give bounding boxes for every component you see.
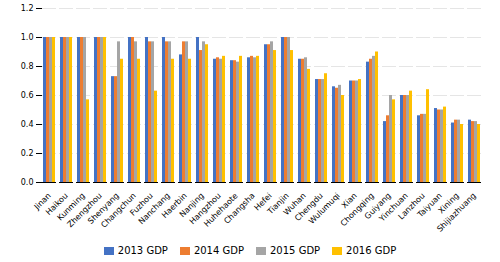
svg-text:Changsha: Changsha <box>222 191 257 226</box>
svg-text:Shenyang: Shenyang <box>86 191 121 226</box>
svg-text:Taiyuan: Taiyuan <box>415 191 444 220</box>
svg-text:Chengdu: Chengdu <box>293 191 325 223</box>
html-text:2016 GDP: 2016 GDP <box>346 244 397 256</box>
svg-text:Hefei: Hefei <box>252 191 274 213</box>
svg-text:Nanjing: Nanjing <box>177 191 206 220</box>
svg-text:Haikou: Haikou <box>43 191 70 217</box>
svg-text:Jinan: Jinan <box>32 191 53 212</box>
svg-text:1.2: 1.2 <box>21 4 34 13</box>
svg-text:Nanchang: Nanchang <box>136 191 172 227</box>
svg-text:Kunming: Kunming <box>55 191 87 223</box>
svg-text:0.4: 0.4 <box>21 120 34 129</box>
svg-text:Wuhan: Wuhan <box>281 191 308 218</box>
svg-text:Guiyang: Guiyang <box>362 191 393 222</box>
svg-text:Shijiazhuang: Shijiazhuang <box>435 191 478 234</box>
svg-text:Changchun: Changchun <box>99 191 138 230</box>
svg-text:Tianjin: Tianjin <box>265 191 291 217</box>
svg-text:Hangzhou: Hangzhou <box>187 191 223 227</box>
svg-text:Xining: Xining <box>436 191 461 216</box>
svg-text:0.0: 0.0 <box>21 178 34 187</box>
svg-text:Xian: Xian <box>339 191 359 211</box>
svg-text:Lanzhou: Lanzhou <box>396 191 427 222</box>
svg-text:Yinchuan: Yinchuan <box>377 191 410 224</box>
svg-text:Haerbin: Haerbin <box>160 191 189 220</box>
svg-text:Zhengzhou: Zhengzhou <box>65 191 104 230</box>
html-text:2014 GDP: 2014 GDP <box>193 244 244 256</box>
svg-text:0.8: 0.8 <box>21 62 34 71</box>
svg-text:0.6: 0.6 <box>21 91 34 100</box>
html-text:2013 GDP: 2013 GDP <box>117 244 168 256</box>
svg-text:0.2: 0.2 <box>21 149 34 158</box>
svg-text:1.0: 1.0 <box>21 33 34 42</box>
svg-text:Huhehaote: Huhehaote <box>202 191 240 229</box>
html-text:2015 GDP: 2015 GDP <box>270 244 321 256</box>
svg-text:Wulumuqi: Wulumuqi <box>307 191 342 226</box>
svg-text:Chongqing: Chongqing <box>338 191 376 229</box>
svg-text:Fuzhou: Fuzhou <box>128 191 155 218</box>
